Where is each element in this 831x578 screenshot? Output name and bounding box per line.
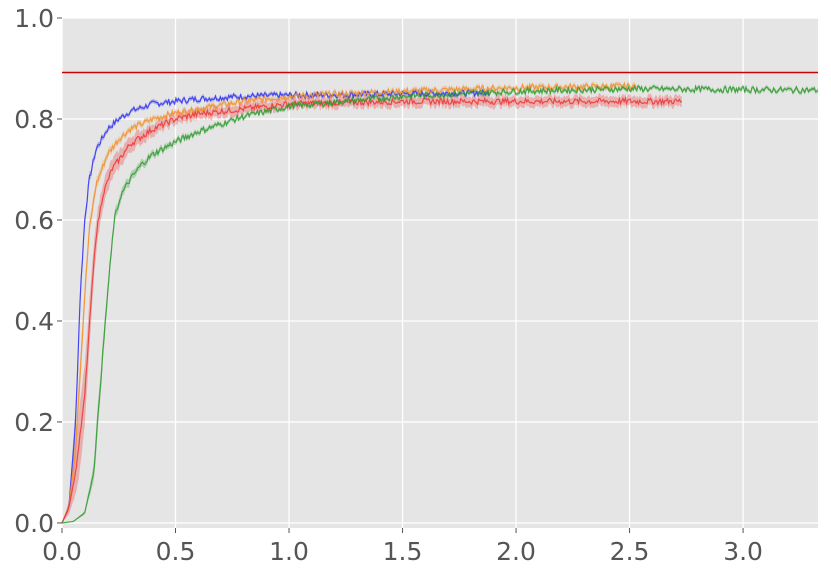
x-tick-label: 0.0: [42, 537, 82, 566]
y-axis-ticks: 0.0 0.2 0.4 0.6 0.8 1.0: [14, 4, 62, 538]
x-tick-label: 2.5: [610, 537, 650, 566]
plot-background: [62, 18, 818, 528]
x-tick-label: 1.0: [269, 537, 309, 566]
series-2-line: [61, 81, 637, 524]
y-tick-label: 0.8: [14, 105, 54, 134]
data-series: [61, 81, 819, 524]
x-tick-label: 0.5: [156, 537, 196, 566]
series-4-line: [61, 84, 819, 524]
x-tick-label: 1.5: [383, 537, 423, 566]
y-tick-label: 1.0: [14, 4, 54, 33]
y-tick-label: 0.2: [14, 408, 54, 437]
x-tick-label: 3.0: [723, 537, 763, 566]
y-tick-label: 0.0: [14, 509, 54, 538]
x-tick-label: 2.0: [496, 537, 536, 566]
y-tick-label: 0.6: [14, 206, 54, 235]
y-tick-label: 0.4: [14, 307, 54, 336]
series-3-line: [61, 96, 682, 524]
x-axis-ticks: 0.0 0.5 1.0 1.5 2.0 2.5 3.0: [42, 528, 763, 566]
